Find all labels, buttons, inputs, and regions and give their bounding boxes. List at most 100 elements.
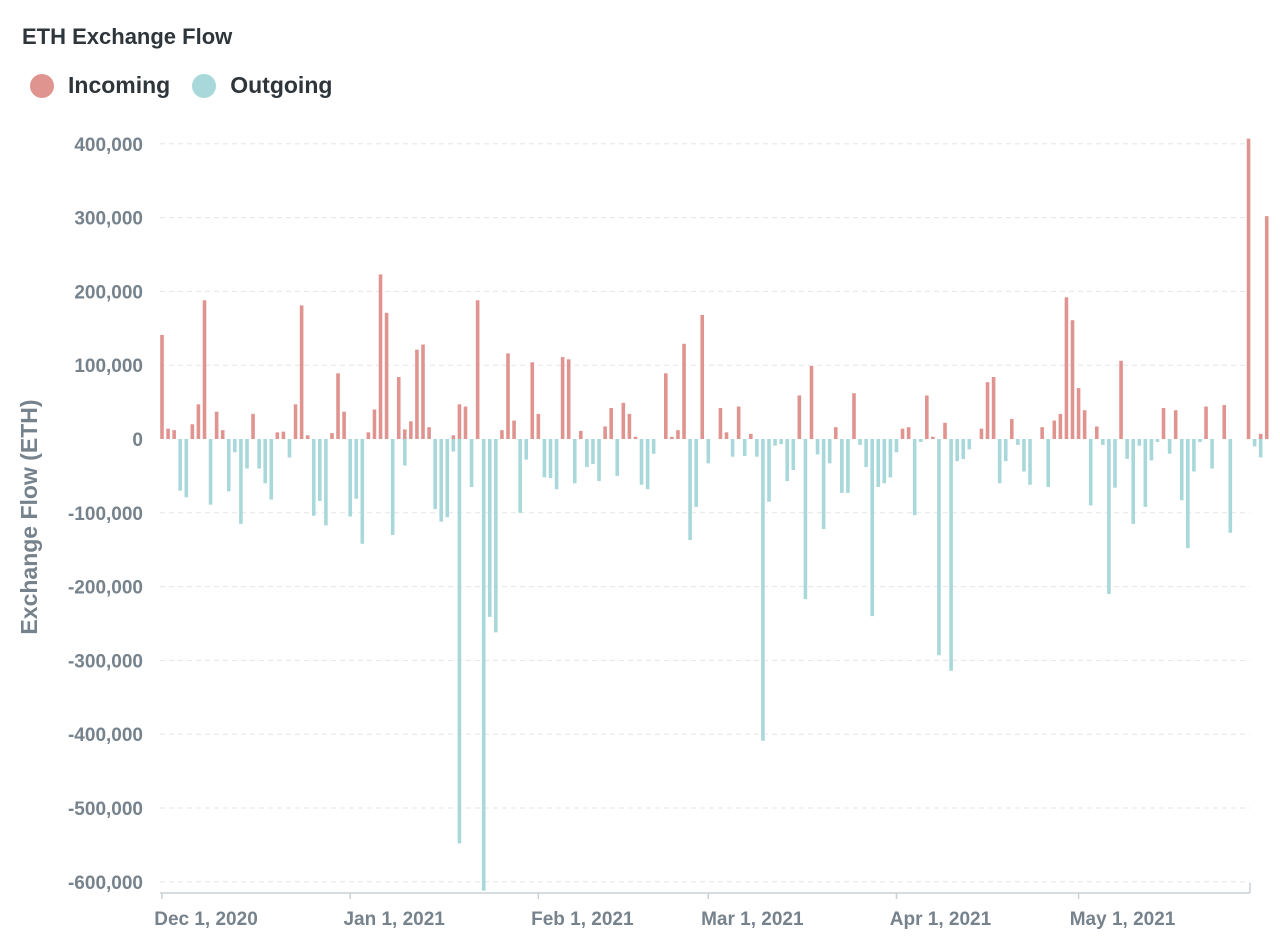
legend-item-outgoing[interactable]: Outgoing — [192, 72, 332, 99]
bar-incoming — [427, 427, 431, 439]
legend-swatch-incoming — [30, 73, 54, 98]
bar-incoming — [718, 408, 723, 439]
bar-incoming — [530, 362, 535, 439]
bar-outgoing — [572, 439, 577, 484]
bar-incoming — [166, 428, 170, 439]
bar-outgoing — [615, 439, 620, 476]
bar-incoming — [403, 429, 407, 439]
bar-incoming — [1161, 408, 1166, 439]
bar-outgoing — [937, 439, 941, 656]
bar-incoming — [342, 411, 346, 439]
bar-outgoing — [997, 439, 1002, 484]
bar-incoming — [1094, 426, 1099, 439]
legend: Incoming Outgoing — [30, 72, 354, 99]
bar-incoming — [1064, 297, 1069, 439]
bar-outgoing — [967, 439, 972, 450]
bar-outgoing — [1137, 439, 1142, 446]
bar-incoming — [281, 431, 286, 439]
bar-outgoing — [821, 439, 826, 530]
bar-outgoing — [1028, 439, 1032, 485]
x-tick-label: Apr 1, 2021 — [890, 909, 992, 930]
bar-incoming — [506, 353, 510, 439]
bar-outgoing — [226, 439, 231, 492]
bar-outgoing — [688, 439, 692, 541]
x-tick-label: Mar 1, 2021 — [701, 909, 804, 930]
bar-outgoing — [1186, 439, 1190, 549]
bar-outgoing — [554, 439, 559, 490]
bar-outgoing — [1155, 439, 1160, 442]
bar-outgoing — [585, 439, 589, 468]
bar-incoming — [384, 312, 389, 439]
y-tick-label: -600,000 — [68, 873, 143, 894]
legend-item-incoming[interactable]: Incoming — [30, 72, 170, 99]
bar-incoming — [451, 435, 456, 439]
bar-incoming — [536, 413, 541, 439]
y-tick-label: 300,000 — [74, 209, 143, 230]
bar-incoming — [220, 430, 225, 439]
bar-outgoing — [439, 439, 444, 522]
bar-outgoing — [451, 439, 456, 452]
bar-incoming — [1082, 410, 1087, 439]
bar-outgoing — [742, 439, 747, 456]
bar-outgoing — [840, 439, 844, 493]
bar-incoming — [1076, 388, 1081, 439]
bar-incoming — [336, 373, 340, 439]
bar-outgoing — [1149, 439, 1154, 461]
bar-outgoing — [257, 439, 261, 469]
bar-incoming — [1058, 413, 1063, 439]
x-tick-label: Feb 1, 2021 — [531, 909, 634, 930]
bar-incoming — [1204, 406, 1208, 439]
bar-outgoing — [318, 439, 322, 501]
bar-outgoing — [894, 439, 899, 453]
bar-outgoing — [876, 439, 881, 487]
bar-outgoing — [651, 439, 656, 454]
bar-outgoing — [360, 439, 365, 544]
bar-incoming — [251, 413, 255, 439]
bar-outgoing — [918, 439, 923, 442]
bar-incoming — [627, 413, 632, 439]
bar-outgoing — [1258, 439, 1263, 458]
bar-incoming — [931, 436, 935, 439]
bar-outgoing — [597, 439, 601, 482]
bar-incoming — [943, 422, 947, 439]
bar-incoming — [724, 432, 729, 439]
bar-outgoing — [1198, 439, 1202, 442]
bar-incoming — [633, 436, 638, 439]
bar-outgoing — [263, 439, 267, 484]
bar-incoming — [378, 274, 383, 439]
bar-outgoing — [518, 439, 522, 513]
legend-label-outgoing: Outgoing — [230, 72, 333, 98]
bar-incoming — [500, 430, 504, 439]
y-tick-label: -500,000 — [68, 799, 143, 820]
bar-outgoing — [888, 439, 893, 478]
bar-outgoing — [1022, 439, 1026, 472]
bar-outgoing — [815, 439, 820, 455]
bar-incoming — [214, 411, 219, 439]
bar-outgoing — [882, 439, 887, 484]
bar-outgoing — [870, 439, 874, 617]
bar-outgoing — [1101, 439, 1105, 445]
bar-incoming — [463, 406, 468, 439]
bar-incoming — [1052, 420, 1057, 439]
bar-outgoing — [233, 439, 237, 453]
bar-incoming — [797, 395, 802, 439]
bar-incoming — [1173, 410, 1178, 439]
bar-outgoing — [785, 439, 790, 482]
bar-outgoing — [1228, 439, 1233, 533]
chart-title: ETH Exchange Flow — [22, 24, 233, 49]
bar-incoming — [603, 426, 607, 439]
bar-outgoing — [591, 439, 595, 465]
bar-outgoing — [791, 439, 796, 470]
bar-incoming — [700, 315, 705, 439]
bar-incoming — [330, 433, 334, 439]
bar-outgoing — [239, 439, 243, 524]
bar-outgoing — [858, 439, 862, 445]
bar-outgoing — [469, 439, 474, 487]
bar-outgoing — [761, 439, 765, 741]
bar-incoming — [160, 334, 164, 439]
bar-outgoing — [912, 439, 917, 516]
x-tick-label: Dec 1, 2020 — [154, 909, 258, 930]
bar-incoming — [566, 359, 571, 439]
bar-incoming — [299, 305, 304, 439]
x-tick-label: May 1, 2021 — [1070, 909, 1176, 930]
